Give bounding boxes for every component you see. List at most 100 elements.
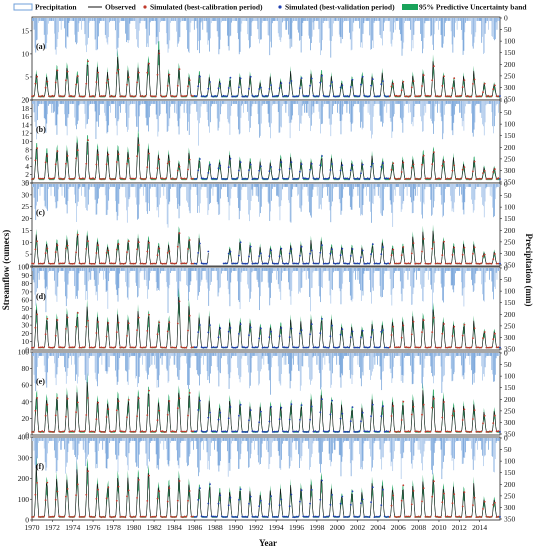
precipitation-bar xyxy=(416,353,417,356)
precipitation-bar xyxy=(316,101,318,104)
precipitation-bar xyxy=(124,268,126,271)
simulated-calibration-point xyxy=(161,177,164,180)
precipitation-bar xyxy=(311,353,313,380)
simulated-calibration-point xyxy=(87,470,89,473)
precipitation-bar xyxy=(272,184,274,187)
simulated-calibration-point xyxy=(65,495,67,498)
precipitation-bar xyxy=(91,184,93,187)
precipitation-bar xyxy=(442,184,444,218)
precipitation-bar xyxy=(344,184,346,187)
precipitation-bar xyxy=(126,268,127,287)
simulated-calibration-point xyxy=(97,244,99,247)
precipitation-bar xyxy=(308,101,310,117)
precipitation-bar xyxy=(441,438,443,480)
simulated-calibration-point xyxy=(110,262,113,265)
simulated-calibration-point xyxy=(126,163,128,165)
precipitation-bar xyxy=(219,268,221,289)
precipitation-bar xyxy=(179,438,181,458)
precipitation-bar xyxy=(176,101,178,121)
precipitation-bar xyxy=(76,268,77,297)
precipitation-bar xyxy=(332,101,334,106)
precipitation-bar xyxy=(369,438,371,449)
precipitation-bar xyxy=(305,353,306,356)
precip-tick-label: 350 xyxy=(504,261,516,270)
simulated-calibration-point xyxy=(122,95,125,98)
simulated-calibration-point xyxy=(115,72,118,74)
precipitation-bar xyxy=(388,268,390,271)
precipitation-bar xyxy=(300,438,302,461)
precipitation-bar xyxy=(200,268,202,282)
precipitation-bar xyxy=(489,101,491,104)
simulated-validation-point xyxy=(380,166,383,168)
precipitation-bar xyxy=(435,101,437,104)
precipitation-bar xyxy=(306,101,308,113)
simulated-validation-point xyxy=(353,430,356,433)
simulated-calibration-point xyxy=(78,430,81,432)
precipitation-bar xyxy=(315,184,316,187)
y-tick-label: 20 xyxy=(22,96,30,105)
simulated-validation-point xyxy=(356,346,359,349)
precipitation-bar xyxy=(198,438,199,477)
precipitation-bar xyxy=(345,18,347,21)
simulated-calibration-point xyxy=(78,516,81,518)
simulated-calibration-point xyxy=(59,346,62,349)
precipitation-bar xyxy=(191,438,193,441)
precipitation-bar xyxy=(55,353,57,386)
simulated-validation-point xyxy=(258,337,261,340)
simulated-calibration-point xyxy=(110,516,113,519)
precipitation-bar xyxy=(332,184,333,202)
simulated-calibration-point xyxy=(436,177,439,180)
simulated-calibration-point xyxy=(480,95,483,98)
simulated-validation-point xyxy=(368,178,371,181)
precipitation-bar xyxy=(289,353,291,389)
precipitation-bar xyxy=(390,268,392,295)
precipitation-bar xyxy=(178,268,180,299)
precipitation-bar xyxy=(402,353,404,383)
precipitation-bar xyxy=(322,353,324,358)
precipitation-bar xyxy=(452,353,454,381)
precipitation-bar xyxy=(463,438,465,458)
precipitation-bar xyxy=(132,353,133,356)
simulated-calibration-point xyxy=(98,346,101,349)
simulated-calibration-point xyxy=(36,482,38,484)
precipitation-bar xyxy=(131,438,132,441)
simulated-calibration-point xyxy=(109,430,111,433)
precipitation-bar xyxy=(119,184,121,190)
precipitation-bar xyxy=(428,268,430,271)
precipitation-bar xyxy=(158,18,160,51)
precipitation-bar xyxy=(267,268,269,283)
simulated-calibration-point xyxy=(473,78,476,81)
simulated-validation-point xyxy=(285,430,288,433)
precipitation-bar xyxy=(89,268,91,280)
simulated-validation-point xyxy=(231,262,234,265)
simulated-validation-point xyxy=(322,178,325,180)
simulated-calibration-point xyxy=(438,262,440,265)
precipitation-bar xyxy=(357,101,359,104)
precipitation-bar xyxy=(73,101,75,104)
precipitation-bar xyxy=(143,101,145,104)
simulated-calibration-point xyxy=(110,178,113,181)
simulated-validation-point xyxy=(268,420,271,423)
simulated-calibration-point xyxy=(114,430,116,433)
precipitation-bar xyxy=(83,268,85,271)
simulated-validation-point xyxy=(265,178,267,180)
precipitation-bar xyxy=(442,268,444,301)
precipitation-bar xyxy=(371,184,373,204)
precipitation-bar xyxy=(386,438,388,441)
precipitation-bar xyxy=(499,268,500,271)
simulated-calibration-point xyxy=(163,178,166,180)
simulated-calibration-point xyxy=(416,95,418,97)
simulated-validation-point xyxy=(377,430,379,433)
simulated-calibration-point xyxy=(87,60,89,63)
simulated-calibration-point xyxy=(78,346,81,349)
simulated-calibration-point xyxy=(487,431,489,433)
precipitation-bar xyxy=(119,101,121,107)
precipitation-bar xyxy=(488,101,489,104)
precipitation-bar xyxy=(266,268,268,271)
precipitation-bar xyxy=(98,101,99,127)
precipitation-bar xyxy=(335,268,337,271)
precipitation-bar xyxy=(321,101,323,124)
precipitation-bar xyxy=(405,438,407,441)
precipitation-bar xyxy=(63,184,65,187)
simulated-calibration-point xyxy=(146,166,149,169)
